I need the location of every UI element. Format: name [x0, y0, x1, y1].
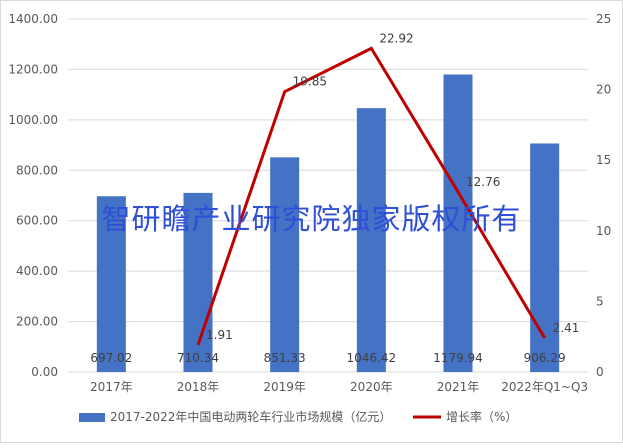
x-tick-label: 2018年: [177, 380, 220, 394]
x-tick-label: 2017年: [90, 380, 133, 394]
x-tick-label: 2020年: [350, 380, 393, 394]
left-tick-label: 1000.00: [8, 113, 58, 127]
left-tick-label: 200.00: [16, 315, 58, 329]
bar-data-label: 710.34: [177, 351, 219, 365]
line-data-label: 22.92: [379, 31, 413, 45]
legend-bar-label: 2017-2022年中国电动两轮车行业市场规模（亿元）: [110, 409, 391, 424]
left-tick-label: 600.00: [16, 214, 58, 228]
legend-bar-swatch: [79, 413, 105, 422]
x-tick-label: 2021年: [437, 380, 480, 394]
left-tick-label: 1200.00: [8, 62, 58, 76]
bar: [530, 143, 560, 372]
right-tick-label: 5: [596, 294, 604, 308]
bar-data-label: 851.33: [264, 351, 306, 365]
right-tick-label: 0: [596, 365, 604, 379]
bar-data-labels: 697.02 710.34 851.33 1046.42 1179.94 906.29: [90, 351, 565, 365]
line-series: [196, 46, 546, 346]
bar: [443, 74, 473, 372]
left-tick-label: 1400.00: [8, 12, 58, 26]
legend: 2017-2022年中国电动两轮车行业市场规模（亿元） 增长率（%）: [79, 409, 517, 424]
line-data-label: 2.41: [553, 321, 580, 335]
right-tick-label: 25: [596, 12, 611, 26]
bar: [96, 196, 126, 372]
line-data-label: 12.76: [466, 175, 500, 189]
bar: [183, 192, 213, 372]
legend-line-label: 增长率（%）: [446, 409, 517, 424]
right-tick-label: 10: [596, 224, 611, 238]
right-tick-label: 20: [596, 83, 611, 97]
bar-data-label: 906.29: [524, 351, 566, 365]
x-axis-labels: 2017年 2018年 2019年 2020年 2021年 2022年Q1~Q3: [90, 380, 588, 394]
bar-data-label: 1046.42: [347, 351, 397, 365]
gridlines: [68, 18, 588, 373]
bar: [356, 108, 386, 372]
left-tick-label: 800.00: [16, 163, 58, 177]
x-tick-label: 2019年: [263, 380, 306, 394]
bar-data-label: 1179.94: [433, 351, 483, 365]
x-tick-label: 2022年Q1~Q3: [501, 380, 588, 394]
right-tick-label: 15: [596, 153, 611, 167]
left-tick-label: 0.00: [31, 365, 58, 379]
line-data-label: 19.85: [293, 75, 327, 89]
line-data-labels: 1.91 19.85 22.92 12.76 2.41: [206, 31, 579, 342]
growth-rate-line: [196, 46, 546, 346]
left-axis-ticks: 0.00 200.00 400.00 600.00 800.00 1000.00 1200.…: [8, 12, 58, 379]
bar-series: [96, 74, 560, 372]
bar-data-label: 697.02: [90, 351, 132, 365]
line-data-label: 1.91: [206, 328, 233, 342]
bar: [270, 157, 300, 372]
right-axis-ticks: 0 5 10 15 20 25: [596, 12, 611, 379]
left-tick-label: 400.00: [16, 264, 58, 278]
